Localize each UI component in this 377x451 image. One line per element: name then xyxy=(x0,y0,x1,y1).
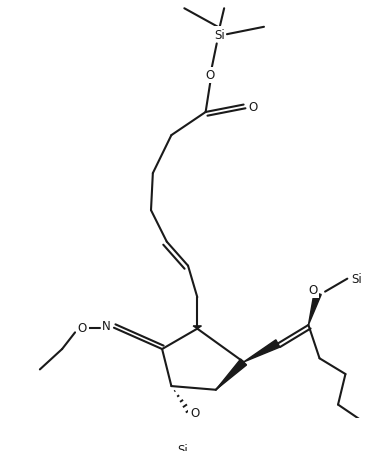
Polygon shape xyxy=(244,340,280,362)
Text: O: O xyxy=(308,284,318,297)
Text: O: O xyxy=(78,322,87,335)
Polygon shape xyxy=(193,326,201,329)
Polygon shape xyxy=(216,359,247,390)
Text: Si: Si xyxy=(214,28,225,41)
Text: Si: Si xyxy=(177,443,188,451)
Text: O: O xyxy=(205,69,215,82)
Text: Si: Si xyxy=(351,272,362,285)
Text: O: O xyxy=(248,101,257,114)
Text: O: O xyxy=(190,406,199,419)
Polygon shape xyxy=(308,293,321,325)
Text: N: N xyxy=(102,320,111,333)
